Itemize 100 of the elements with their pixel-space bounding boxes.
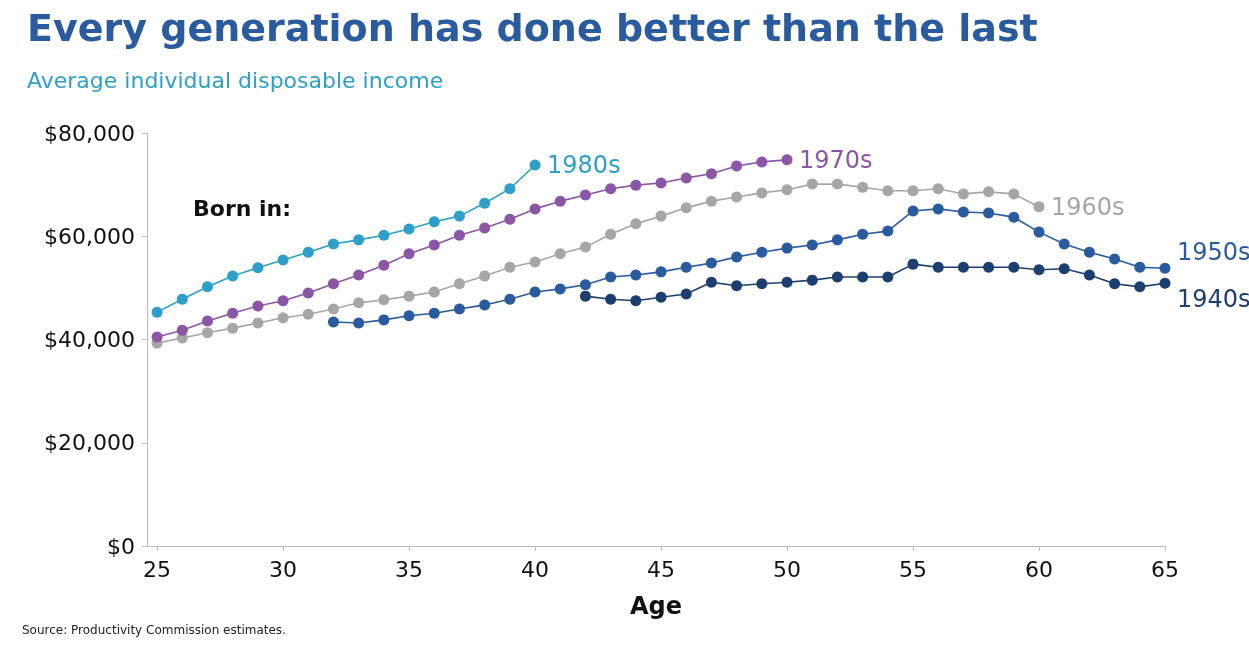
point xyxy=(655,266,667,278)
point xyxy=(756,156,768,168)
point xyxy=(831,271,843,283)
point xyxy=(983,186,995,198)
y-tick-label: $80,000 xyxy=(44,120,135,146)
point xyxy=(806,178,818,190)
point xyxy=(252,262,264,274)
point xyxy=(504,293,516,305)
point xyxy=(327,278,339,290)
point xyxy=(1134,261,1146,273)
point xyxy=(781,242,793,254)
series-label: 1980s xyxy=(547,151,621,180)
point xyxy=(1058,263,1070,275)
point xyxy=(630,218,642,230)
point xyxy=(579,290,591,302)
point xyxy=(1159,262,1171,274)
point xyxy=(781,154,793,166)
point xyxy=(529,159,541,171)
point xyxy=(504,183,516,195)
point xyxy=(151,306,163,318)
point xyxy=(201,315,213,327)
point xyxy=(554,283,566,295)
point xyxy=(428,216,440,228)
point xyxy=(705,195,717,207)
point xyxy=(1008,261,1020,273)
point xyxy=(479,270,491,282)
point xyxy=(630,295,642,307)
point xyxy=(453,303,465,315)
point xyxy=(705,168,717,180)
series-label: 1960s xyxy=(1051,192,1125,221)
point xyxy=(327,303,339,315)
point xyxy=(806,239,818,251)
point xyxy=(529,286,541,298)
point xyxy=(831,178,843,190)
point xyxy=(1033,226,1045,238)
point xyxy=(428,239,440,251)
point xyxy=(554,195,566,207)
point xyxy=(680,172,692,184)
point xyxy=(453,278,465,290)
point xyxy=(630,269,642,281)
point xyxy=(1033,201,1045,213)
point xyxy=(781,184,793,196)
point xyxy=(277,295,289,307)
point xyxy=(605,183,617,195)
point xyxy=(428,307,440,319)
point xyxy=(731,251,743,263)
point xyxy=(957,261,969,273)
point xyxy=(201,327,213,339)
x-tick-label: 35 xyxy=(395,556,424,582)
point xyxy=(882,225,894,237)
point xyxy=(453,210,465,222)
point xyxy=(252,300,264,312)
chart-subtitle: Average individual disposable income xyxy=(27,67,444,93)
point xyxy=(579,189,591,201)
point xyxy=(1083,246,1095,258)
point xyxy=(1083,269,1095,281)
point xyxy=(227,270,239,282)
point xyxy=(1008,188,1020,200)
point xyxy=(831,234,843,246)
point xyxy=(579,241,591,253)
point xyxy=(655,177,667,189)
x-tick-label: 40 xyxy=(521,556,550,582)
point xyxy=(932,261,944,273)
x-tick-label: 65 xyxy=(1151,556,1179,582)
point xyxy=(378,314,390,326)
point xyxy=(655,291,667,303)
y-tick-label: $40,000 xyxy=(44,327,135,352)
point xyxy=(201,281,213,293)
point xyxy=(605,228,617,240)
point xyxy=(882,185,894,197)
point xyxy=(680,288,692,300)
point xyxy=(857,271,869,283)
point xyxy=(781,276,793,288)
annotation: Born in: xyxy=(193,195,292,221)
point xyxy=(731,160,743,172)
point xyxy=(277,312,289,324)
point xyxy=(277,254,289,266)
point xyxy=(227,307,239,319)
x-tick-label: 60 xyxy=(1025,556,1054,582)
x-tick-label: 50 xyxy=(773,556,802,582)
point xyxy=(1058,238,1070,250)
point xyxy=(1109,253,1121,265)
series-label: 1970s xyxy=(799,145,873,174)
point xyxy=(529,256,541,268)
y-tick-label: $0 xyxy=(107,533,135,559)
point xyxy=(327,316,339,328)
point xyxy=(479,197,491,209)
point xyxy=(403,248,415,260)
point xyxy=(983,207,995,219)
point xyxy=(630,179,642,191)
x-axis-title: Age xyxy=(629,592,683,620)
point xyxy=(529,203,541,215)
point xyxy=(479,299,491,311)
point xyxy=(579,279,591,291)
point xyxy=(151,331,163,343)
x-tick-label: 25 xyxy=(143,556,172,582)
point xyxy=(907,185,919,197)
point xyxy=(302,246,314,258)
point xyxy=(731,191,743,203)
point xyxy=(378,229,390,241)
